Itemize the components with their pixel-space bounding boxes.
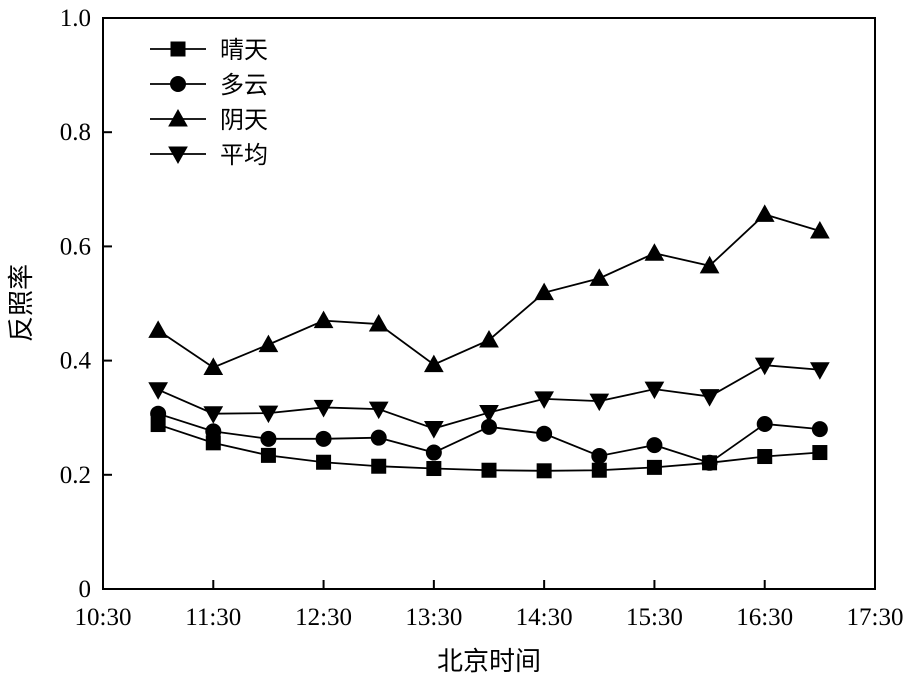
data-point-square [371,458,387,474]
data-point-triangle-up [424,354,444,373]
x-tick-label: 12:30 [295,604,352,631]
data-point-triangle-down [644,381,665,400]
data-point-circle [811,421,828,438]
data-point-triangle-down [313,399,334,418]
x-axis-ticks: 10:30 11:30 12:30 13:30 14:30 15:30 16:30 17:30 [75,580,904,631]
data-point-triangle-up [534,282,554,301]
data-point-triangle-down [258,405,279,424]
legend-label: 平均 [220,141,268,169]
legend-marker-circle [170,76,186,92]
series-layer [148,204,830,479]
y-axis-title: 反照率 [7,264,37,342]
data-point-triangle-down [810,362,830,380]
y-tick-label: 0.8 [60,119,91,146]
data-point-triangle-down [203,406,224,424]
x-tick-label: 10:30 [75,604,132,631]
data-point-square [536,463,552,479]
data-point-circle [591,447,608,464]
data-point-square [481,462,497,478]
legend-label: 阴天 [220,106,268,134]
x-tick-label: 11:30 [185,604,241,631]
data-point-triangle-down [148,382,168,400]
y-tick-label: 0.2 [60,462,91,489]
data-point-circle [701,454,718,471]
legend-label: 多云 [220,71,268,99]
legend-item: 平均 [150,141,268,169]
data-point-square [316,454,332,470]
data-point-square [260,447,276,463]
data-point-circle [315,430,332,447]
legend-marker-triangle-down [168,146,188,165]
x-tick-label: 16:30 [736,604,793,631]
x-tick-label: 17:30 [847,604,904,631]
data-point-triangle-down [368,401,389,420]
data-point-circle [205,423,222,440]
legend-item: 晴天 [150,36,268,64]
y-axis-ticks: 0 0.2 0.4 0.6 0.8 1.0 [60,5,112,603]
y-tick-label: 0.4 [60,348,92,375]
data-point-triangle-up [644,243,665,261]
legend-item: 阴天 [150,106,268,134]
data-point-triangle-up [368,314,389,332]
data-point-circle [425,444,442,461]
data-point-square [646,459,662,475]
data-point-triangle-down [589,393,610,412]
data-point-square [812,445,828,461]
data-point-circle [646,437,663,454]
data-point-circle [150,405,167,422]
data-point-triangle-up [148,320,168,338]
y-tick-label: 1.0 [60,5,91,32]
y-tick-label: 0 [79,576,92,603]
data-point-triangle-up [589,268,610,286]
legend-marker-triangle-up [168,108,188,127]
data-point-triangle-up [699,255,720,274]
x-tick-label: 14:30 [516,604,573,631]
data-point-triangle-down [479,405,499,423]
data-point-triangle-up [479,330,499,348]
data-point-triangle-up [754,204,775,222]
data-point-triangle-down [754,357,775,376]
data-point-triangle-up [203,357,224,375]
legend-label: 晴天 [220,36,268,64]
y-tick-label: 0.6 [60,233,91,260]
plot-frame [102,17,876,590]
series-triangle-up [148,204,830,375]
data-point-square [591,462,607,478]
data-point-square [757,449,773,465]
legend-marker-square [170,41,186,57]
x-axis-title: 北京时间 [437,647,541,677]
data-point-triangle-up [258,334,279,353]
data-point-triangle-down [699,389,720,407]
x-tick-label: 13:30 [405,604,462,631]
data-point-triangle-up [313,310,334,329]
data-point-square [426,461,442,477]
data-point-circle [370,429,387,446]
legend-item: 多云 [150,71,268,99]
data-point-triangle-up [810,220,830,239]
series-triangle-down [148,357,830,439]
data-point-circle [260,430,277,447]
x-tick-label: 15:30 [626,604,683,631]
data-point-triangle-down [534,391,554,409]
data-point-circle [756,415,773,432]
data-point-circle [536,425,553,442]
data-point-triangle-down [424,421,444,439]
series-circle [150,405,828,471]
